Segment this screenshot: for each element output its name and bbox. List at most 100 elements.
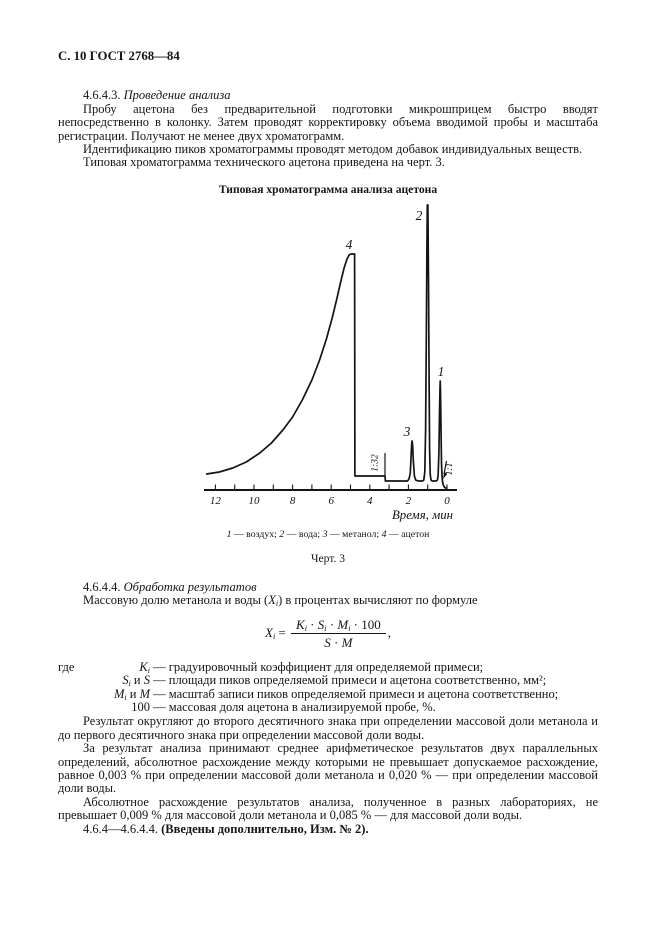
- chromatogram-figure: 12 10 8 6 4 2 0 Время, мин 1 2 3 4 1:32 1:1 1 — возду…: [58, 196, 598, 565]
- subscript-i: i: [348, 623, 351, 633]
- svg-text:4: 4: [367, 495, 373, 507]
- svg-text:0: 0: [444, 495, 450, 507]
- clause-range: 4.6.4—4.6.4.4.: [83, 821, 162, 836]
- definition-text: площади пиков определяемой примеси и аце…: [168, 673, 547, 688]
- spacer: [58, 688, 86, 701]
- definition-variable: 100: [86, 699, 150, 714]
- legend-peak-number: 4: [381, 529, 387, 541]
- svg-text:1:32: 1:32: [371, 454, 381, 472]
- dash: —: [150, 686, 169, 701]
- variable: M: [139, 686, 150, 701]
- definition-row: 100 — массовая доля ацетона в анализируе…: [58, 699, 598, 714]
- subscript-i: i: [147, 665, 150, 675]
- legend-peak-name: — ацетон: [386, 529, 430, 541]
- constant-100: 100: [131, 699, 150, 714]
- dash: —: [150, 699, 169, 714]
- conjunction: и: [126, 686, 140, 701]
- equals-sign: =: [275, 624, 290, 640]
- section-title-text: Обработка результатов: [123, 580, 257, 595]
- variable: K: [139, 659, 148, 674]
- definition-row: где Ki — градуировочный коэффициент для …: [58, 659, 598, 675]
- paragraph-parallel-determinations: За результат анализа принимают среднее а…: [58, 741, 598, 796]
- dot-operator: ·: [326, 616, 338, 632]
- page-header: С. 10 ГОСТ 2768—84: [58, 49, 180, 63]
- section-number: 4.6.4.4.: [83, 580, 124, 595]
- variable-s: S: [324, 635, 331, 651]
- svg-text:1: 1: [438, 364, 445, 379]
- conjunction: и: [130, 673, 144, 688]
- svg-text:4: 4: [346, 237, 353, 252]
- mass-fraction-formula: Xi = Ki · Si · Mi · 100 S · M,: [58, 618, 598, 650]
- dot-operator: ·: [306, 616, 318, 632]
- subscript-i: i: [304, 623, 307, 633]
- formula-definitions: где Ki — градуировочный коэффициент для …: [58, 659, 598, 715]
- dash: —: [150, 673, 169, 688]
- section-number: 4.6.4.3.: [83, 88, 124, 103]
- figure-caption: Черт. 3: [310, 551, 346, 565]
- legend-peak-name: — метанол;: [327, 529, 382, 541]
- svg-text:3: 3: [403, 424, 411, 439]
- variable-s: S: [317, 616, 325, 632]
- definition-text: масштаб записи пиков определяемой примес…: [168, 686, 559, 701]
- paragraph-figure-reference: Типовая хроматограмма технического ацето…: [83, 155, 445, 170]
- fraction-numerator: Ki · Si · Mi · 100: [291, 616, 386, 635]
- variable-m: M: [341, 635, 353, 651]
- text-run: ) в процентах вычисляют по формуле: [278, 593, 478, 608]
- variable-x: X: [268, 593, 276, 608]
- definition-row: Mi и M — масштаб записи пиков определяем…: [58, 686, 598, 702]
- variable: S: [122, 673, 129, 688]
- fraction-denominator: S · M: [291, 634, 386, 649]
- definition-row: Si и S — площади пиков определяемой прим…: [58, 673, 598, 689]
- subscript-i: i: [275, 599, 279, 609]
- section-title-text: Проведение анализа: [123, 88, 231, 103]
- amendment-bold-text: (Введены дополнительно, Изм. № 2).: [161, 821, 369, 836]
- svg-text:10: 10: [249, 495, 261, 507]
- subscript-i: i: [124, 692, 127, 702]
- text-run: Массовую долю метанола и воды (: [83, 593, 269, 608]
- variable-m: M: [337, 616, 349, 632]
- paragraph-sample-intro: Пробу ацетона без предварительной подгот…: [58, 101, 598, 143]
- paragraph-formula-intro: Массовую долю метанола и воды (Xi) в про…: [58, 593, 598, 609]
- svg-text:2: 2: [406, 495, 412, 507]
- dot-operator: ·: [330, 635, 342, 651]
- definition-text: градуировочный коэффициент для определяе…: [168, 659, 484, 674]
- definition-text: массовая доля ацетона в анализируемой пр…: [168, 699, 436, 714]
- legend-peak-name: — воздух;: [231, 529, 280, 541]
- svg-text:2: 2: [416, 208, 423, 223]
- svg-text:12: 12: [210, 495, 222, 507]
- legend-peak-name: — вода;: [284, 529, 323, 541]
- spacer: [58, 674, 86, 687]
- section-heading-4644: 4.6.4.4. Обработка результатов: [58, 580, 598, 595]
- legend-peak-number: 1: [226, 529, 232, 541]
- variable: S: [143, 673, 150, 688]
- definition-variable: Mi и M: [86, 686, 150, 702]
- figure-title: Типовая хроматограмма анализа ацетона: [218, 182, 438, 196]
- paragraph-peak-identification: Идентификацию пиков хроматограммы провод…: [83, 142, 583, 157]
- subscript-i: i: [128, 679, 131, 689]
- variable-k: K: [296, 616, 305, 632]
- dash: —: [150, 659, 169, 674]
- formula-lhs: X: [264, 624, 273, 640]
- paragraph-amendment-note: 4.6.4—4.6.4.4. (Введены дополнительно, И…: [58, 821, 598, 836]
- spacer: [58, 701, 86, 714]
- legend-peak-number: 3: [322, 529, 328, 541]
- paragraph-rounding-rule: Результат округляют до второго десятично…: [58, 714, 598, 742]
- dot-operator: ·: [350, 616, 362, 632]
- paragraph-interlab-discrepancy: Абсолютное расхождение результатов анали…: [58, 794, 598, 823]
- section-heading-4643: 4.6.4.3. Проведение анализа: [58, 89, 598, 102]
- comma: ,: [387, 624, 392, 640]
- svg-text:Время, мин: Время, мин: [392, 508, 453, 522]
- subscript-i: i: [272, 631, 276, 641]
- where-label: где: [58, 659, 75, 674]
- definition-variable: Si и S: [86, 673, 150, 689]
- definition-variable: Ki: [86, 659, 150, 675]
- svg-text:1:1: 1:1: [445, 463, 455, 476]
- svg-text:8: 8: [290, 495, 296, 507]
- fraction: Ki · Si · Mi · 100 S · M: [291, 618, 386, 650]
- svg-text:6: 6: [328, 495, 334, 507]
- legend-peak-number: 2: [279, 529, 285, 541]
- subscript-i: i: [324, 623, 327, 633]
- figure-legend: 1 — воздух; 2 — вода; 3 — метанол; 4 — а…: [58, 528, 598, 541]
